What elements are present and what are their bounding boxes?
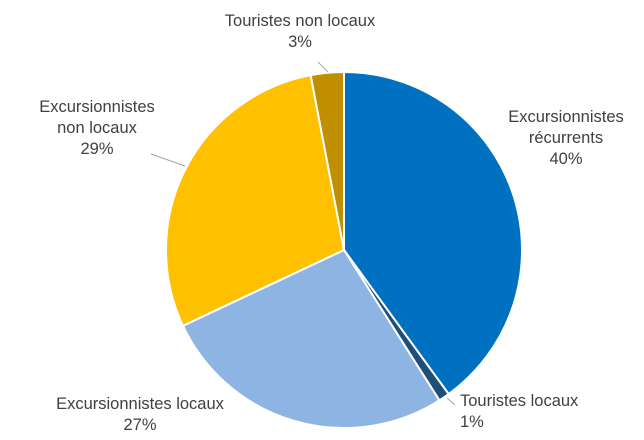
slice-category-label: Touristes non locaux [225,12,376,30]
slice-labels: Excursionnistes récurrents 40% Touristes lo… [39,12,624,434]
slice-label-5: Touristes non locaux 3% [225,12,376,51]
slice-label-2: Touristes locaux 1% [460,392,579,431]
slice-label-4: Excursionnistes non locaux 29% [39,98,155,158]
pie-slice-3 [181,249,441,429]
slice-value-label: 1% [460,413,484,431]
pie-slice-5 [309,71,345,251]
slice-label-3: Excursionnistes locaux 27% [56,395,225,434]
slice-value-label: 27% [123,416,156,434]
slice-category-label: non locaux [57,119,138,137]
slice-category-label: Excursionnistes [39,98,155,116]
leader-line-4 [150,153,186,167]
pie-slices [165,71,523,429]
slice-label-1: Excursionnistes récurrents 40% [508,108,624,168]
slice-value-label: 40% [549,150,582,168]
pie-slice-1 [343,71,523,396]
label-leader-lines [150,61,456,406]
leader-line-2 [446,397,456,406]
leader-line-5 [317,61,329,73]
slice-category-label: récurrents [529,129,603,147]
slice-value-label: 29% [80,140,113,158]
slice-category-label: Touristes locaux [460,392,579,410]
pie-slice-4 [165,74,345,327]
slice-category-label: Excursionnistes [508,108,624,126]
slice-category-label: Excursionnistes locaux [56,395,225,413]
slice-value-label: 3% [288,33,312,51]
